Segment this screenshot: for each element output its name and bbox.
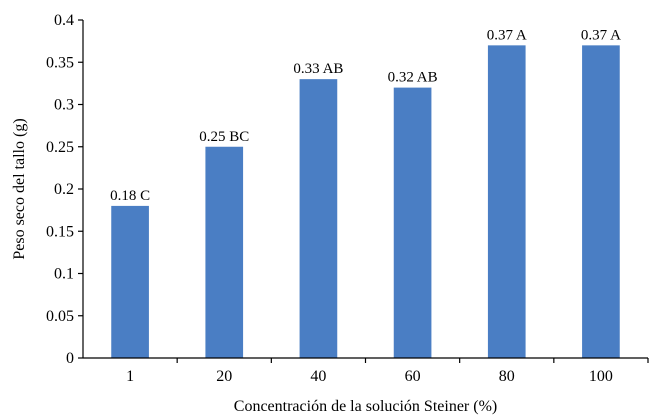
- data-label: 0.25 BC: [199, 129, 249, 145]
- data-label: 0.37 A: [487, 27, 527, 43]
- y-axis-title: Peso seco del tallo (g): [11, 118, 28, 259]
- y-tick-label: 0.3: [54, 97, 74, 114]
- bar-60: [393, 87, 432, 358]
- data-label: 0.33 AB: [293, 61, 343, 77]
- bar-100: [582, 45, 620, 358]
- x-tick-label: 80: [499, 368, 515, 385]
- y-tick-label: 0.15: [46, 223, 74, 240]
- data-label: 0.32 AB: [388, 70, 438, 86]
- x-tick-label: 20: [216, 368, 232, 385]
- y-tick-label: 0: [66, 350, 74, 367]
- x-axis-title: Concentración de la solución Steiner (%): [234, 398, 497, 415]
- y-tick-label: 0.1: [54, 266, 74, 283]
- bar-80: [487, 45, 526, 358]
- bars-group: [111, 45, 620, 359]
- data-label: 0.18 C: [110, 188, 150, 204]
- y-axis-ticks: 0 0.05 0.1 0.15 0.2 0.25 0.3 0.35 0.4: [46, 12, 83, 367]
- x-tick-label: 100: [589, 368, 613, 385]
- y-tick-label: 0.05: [46, 308, 74, 325]
- bar-20: [205, 146, 244, 358]
- x-tick-label: 60: [405, 368, 421, 385]
- y-tick-label: 0.2: [54, 181, 74, 198]
- data-label: 0.37 A: [581, 27, 621, 43]
- x-tick-label: 40: [310, 368, 326, 385]
- x-tick-label: 1: [126, 368, 134, 385]
- axes-group: [82, 20, 648, 359]
- data-labels-group: 0.18 C 0.25 BC 0.33 AB 0.32 AB 0.37 A 0.37 A: [110, 27, 621, 204]
- bar-1: [111, 205, 149, 358]
- y-tick-label: 0.25: [46, 139, 74, 156]
- x-axis-ticks: 1 20 40 60 80 100: [126, 358, 649, 385]
- y-tick-label: 0.4: [54, 12, 74, 29]
- bar-40: [299, 79, 338, 359]
- y-tick-label: 0.35: [46, 54, 74, 71]
